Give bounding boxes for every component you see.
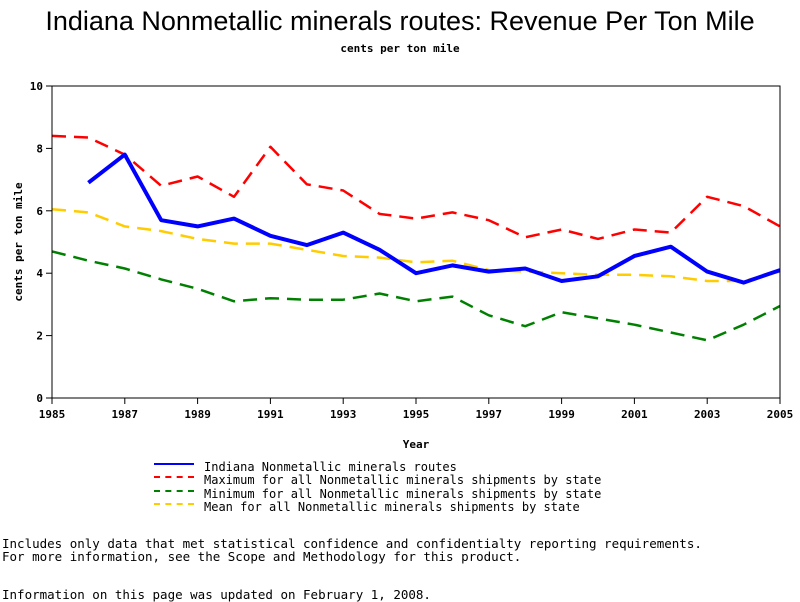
series-layer [51,134,781,342]
legend-item-indiana: Indiana Nonmetallic minerals routes [154,460,601,474]
series-line-0 [87,152,781,285]
y-tick-label: 0 [36,392,43,405]
series-line-1 [51,134,781,241]
legend-label-minimum: Minimum for all Nonmetallic minerals shi… [204,486,602,501]
x-tick-label: 1993 [330,408,357,421]
note-methodology: For more information, see the Scope and … [2,549,522,564]
y-tick-label: 8 [36,142,43,155]
x-tick-label: 1995 [403,408,430,421]
series-line-2 [51,250,781,342]
legend-swatch-indiana [154,462,194,471]
legend-swatch-maximum [154,476,194,484]
x-tick-label: 1999 [548,408,575,421]
x-axis: 1985 1987 1989 1991 1993 1995 1997 1999 2001 2003… [39,398,794,421]
note-updated: Information on this page was updated on … [2,587,431,602]
x-tick-label: 1985 [39,408,66,421]
chart-subtitle: cents per ton mile [340,42,460,55]
y-tick-label: 6 [36,205,43,218]
legend-swatch-mean [154,503,194,511]
legend-swatch-minimum [154,489,194,498]
legend: Indiana Nonmetallic minerals routes Maxi… [154,460,601,514]
legend-item-minimum: Minimum for all Nonmetallic minerals shi… [154,487,601,501]
legend-item-mean: Mean for all Nonmetallic minerals shipme… [154,500,601,515]
x-tick-label: 2005 [767,408,794,421]
x-axis-label: Year [403,438,430,451]
y-axis-label: cents per ton mile [12,182,25,302]
note-confidence: Includes only data that met statistical … [2,536,702,551]
legend-label-indiana: Indiana Nonmetallic minerals routes [204,459,457,474]
x-tick-label: 2001 [621,408,648,421]
x-tick-label: 1989 [184,408,211,421]
x-tick-label: 2003 [694,408,721,421]
y-tick-label: 2 [36,330,43,343]
chart-title: Indiana Nonmetallic minerals routes: Rev… [45,6,755,36]
y-tick-label: 10 [30,80,43,93]
legend-label-maximum: Maximum for all Nonmetallic minerals shi… [204,473,602,488]
legend-item-maximum: Maximum for all Nonmetallic minerals shi… [154,473,602,488]
legend-label-mean: Mean for all Nonmetallic minerals shipme… [204,500,580,515]
y-tick-label: 4 [36,267,43,280]
x-tick-label: 1991 [257,408,284,421]
plot-frame [51,85,781,399]
y-axis: 0 2 4 6 8 10 [30,80,52,405]
x-tick-label: 1997 [476,408,503,421]
x-tick-label: 1987 [112,408,139,421]
